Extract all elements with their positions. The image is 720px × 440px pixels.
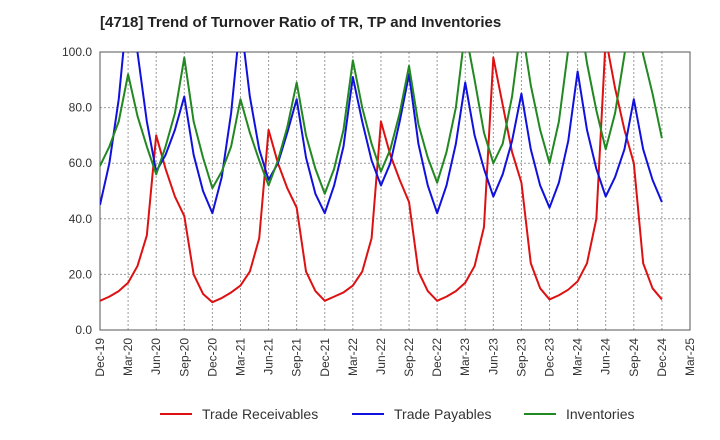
x-tick-label: Mar-21 <box>233 338 247 376</box>
y-tick-label: 0.0 <box>75 323 92 337</box>
x-tick-label: Mar-23 <box>458 338 472 376</box>
y-tick-label: 60.0 <box>69 156 93 170</box>
chart-title: [4718] Trend of Turnover Ratio of TR, TP… <box>100 14 502 31</box>
x-tick-label: Dec-23 <box>543 338 557 377</box>
x-tick-label: Mar-25 <box>683 338 697 376</box>
legend-label-trade-receivables: Trade Receivables <box>202 406 318 422</box>
x-tick-label: Sep-23 <box>514 338 528 377</box>
x-tick-label: Mar-22 <box>346 338 360 376</box>
x-tick-label: Dec-24 <box>655 338 669 377</box>
series-line-inventories <box>100 52 663 195</box>
x-tick-label: Jun-21 <box>262 338 276 375</box>
x-tick-label: Dec-20 <box>205 338 219 377</box>
x-tick-label: Dec-22 <box>430 338 444 377</box>
x-tick-label: Dec-21 <box>318 338 332 377</box>
x-tick-label: Jun-24 <box>599 338 613 375</box>
x-tick-label: Sep-21 <box>290 338 304 377</box>
x-tick-label: Dec-19 <box>93 338 107 377</box>
plot-frame <box>99 51 691 331</box>
legend-label-inventories: Inventories <box>566 406 634 422</box>
x-tick-label: Sep-24 <box>627 338 641 377</box>
series-line-trade-payables <box>100 52 663 215</box>
x-tick-label: Jun-22 <box>374 338 388 375</box>
y-tick-label: 80.0 <box>69 101 93 115</box>
x-tick-label: Sep-20 <box>177 338 191 377</box>
x-tick-label: Mar-20 <box>121 338 135 376</box>
y-tick-label: 40.0 <box>69 212 93 226</box>
x-tick-label: Jun-23 <box>486 338 500 375</box>
y-tick-label: 100.0 <box>62 45 92 59</box>
legend-label-trade-payables: Trade Payables <box>394 406 492 422</box>
x-tick-label: Mar-24 <box>571 338 585 376</box>
y-tick-label: 20.0 <box>69 267 93 281</box>
series-line-trade-receivables <box>100 52 663 304</box>
x-tick-label: Jun-20 <box>149 338 163 375</box>
x-tick-label: Sep-22 <box>402 338 416 377</box>
